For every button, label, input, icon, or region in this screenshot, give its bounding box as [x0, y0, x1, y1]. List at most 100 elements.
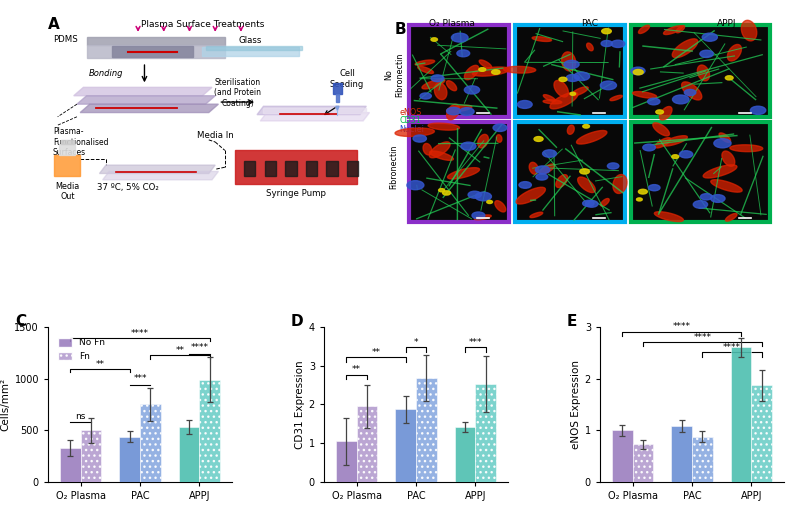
Text: CD31: CD31	[400, 117, 422, 126]
Polygon shape	[722, 151, 734, 166]
Circle shape	[519, 182, 531, 188]
Circle shape	[559, 77, 567, 82]
Polygon shape	[567, 125, 574, 134]
Bar	[630, 25, 770, 117]
Text: C: C	[15, 314, 26, 329]
Polygon shape	[562, 52, 576, 71]
Polygon shape	[446, 105, 472, 112]
Polygon shape	[710, 180, 742, 192]
Polygon shape	[80, 104, 218, 112]
Text: PAC: PAC	[581, 19, 598, 28]
Polygon shape	[610, 95, 622, 101]
Polygon shape	[654, 211, 683, 222]
Circle shape	[459, 108, 474, 116]
Polygon shape	[532, 37, 551, 41]
Text: Glass: Glass	[239, 37, 262, 46]
Polygon shape	[447, 167, 479, 179]
Polygon shape	[77, 96, 215, 104]
Bar	[119, 437, 140, 482]
Y-axis label: Cells/mm²: Cells/mm²	[0, 378, 10, 431]
Circle shape	[461, 142, 476, 150]
Text: ****: ****	[694, 333, 711, 342]
Circle shape	[457, 50, 470, 57]
Bar	[730, 347, 751, 482]
Polygon shape	[206, 46, 302, 49]
Polygon shape	[703, 165, 737, 178]
Polygon shape	[698, 65, 710, 81]
Circle shape	[464, 86, 480, 94]
Text: ****: ****	[723, 343, 741, 352]
Bar	[357, 407, 378, 482]
Circle shape	[582, 200, 594, 207]
Text: O₂ Plasma: O₂ Plasma	[429, 19, 475, 28]
Polygon shape	[495, 201, 506, 212]
Circle shape	[672, 155, 678, 158]
Circle shape	[634, 69, 643, 75]
Bar	[178, 427, 199, 482]
Polygon shape	[244, 161, 255, 175]
Circle shape	[407, 181, 424, 190]
Polygon shape	[653, 123, 670, 136]
Circle shape	[602, 29, 611, 34]
Polygon shape	[496, 135, 502, 142]
Polygon shape	[434, 83, 447, 100]
Text: PDMS: PDMS	[53, 34, 78, 43]
Polygon shape	[74, 87, 212, 96]
Polygon shape	[586, 43, 594, 51]
Circle shape	[694, 201, 708, 208]
Polygon shape	[415, 60, 434, 65]
Polygon shape	[61, 140, 74, 144]
Text: Bonding: Bonding	[89, 69, 123, 78]
Polygon shape	[577, 130, 607, 144]
Polygon shape	[543, 100, 562, 104]
Circle shape	[631, 67, 645, 75]
Circle shape	[607, 163, 619, 169]
Polygon shape	[464, 65, 478, 80]
Circle shape	[542, 150, 557, 157]
Circle shape	[586, 200, 598, 207]
Circle shape	[566, 75, 579, 82]
Bar	[671, 426, 692, 482]
Circle shape	[535, 166, 550, 174]
Polygon shape	[682, 82, 702, 100]
Polygon shape	[260, 112, 370, 121]
Polygon shape	[265, 161, 276, 175]
Polygon shape	[540, 164, 554, 174]
Text: ****: ****	[131, 329, 149, 338]
Legend: No Fn, Fn: No Fn, Fn	[54, 334, 108, 365]
Y-axis label: eNOS Expression: eNOS Expression	[570, 360, 581, 449]
Polygon shape	[676, 25, 685, 33]
Bar	[140, 404, 161, 482]
Text: Fibronectin: Fibronectin	[390, 145, 398, 189]
Text: ****: ****	[190, 343, 208, 352]
Bar	[454, 427, 475, 482]
Circle shape	[574, 72, 590, 81]
Circle shape	[649, 184, 660, 191]
Circle shape	[750, 106, 766, 114]
Text: E: E	[567, 314, 578, 329]
Polygon shape	[263, 108, 366, 112]
Text: ns: ns	[75, 412, 86, 420]
Polygon shape	[659, 107, 672, 120]
Circle shape	[702, 33, 718, 41]
Polygon shape	[672, 39, 698, 58]
Text: Media In: Media In	[197, 131, 234, 140]
Polygon shape	[478, 134, 488, 148]
Bar	[409, 25, 509, 117]
Polygon shape	[633, 92, 657, 98]
Polygon shape	[286, 161, 297, 175]
Bar	[336, 441, 357, 482]
Circle shape	[431, 75, 444, 82]
Polygon shape	[446, 81, 457, 91]
Text: Syringe Pump: Syringe Pump	[266, 189, 326, 198]
Polygon shape	[550, 92, 578, 109]
Text: 37 ºC, 5% CO₂: 37 ºC, 5% CO₂	[98, 183, 159, 192]
Polygon shape	[474, 215, 491, 220]
Polygon shape	[516, 187, 546, 204]
Polygon shape	[202, 47, 299, 56]
Polygon shape	[112, 46, 193, 57]
Polygon shape	[333, 83, 342, 94]
Circle shape	[600, 81, 617, 90]
Circle shape	[726, 76, 733, 80]
Text: Media
Out: Media Out	[55, 182, 79, 201]
